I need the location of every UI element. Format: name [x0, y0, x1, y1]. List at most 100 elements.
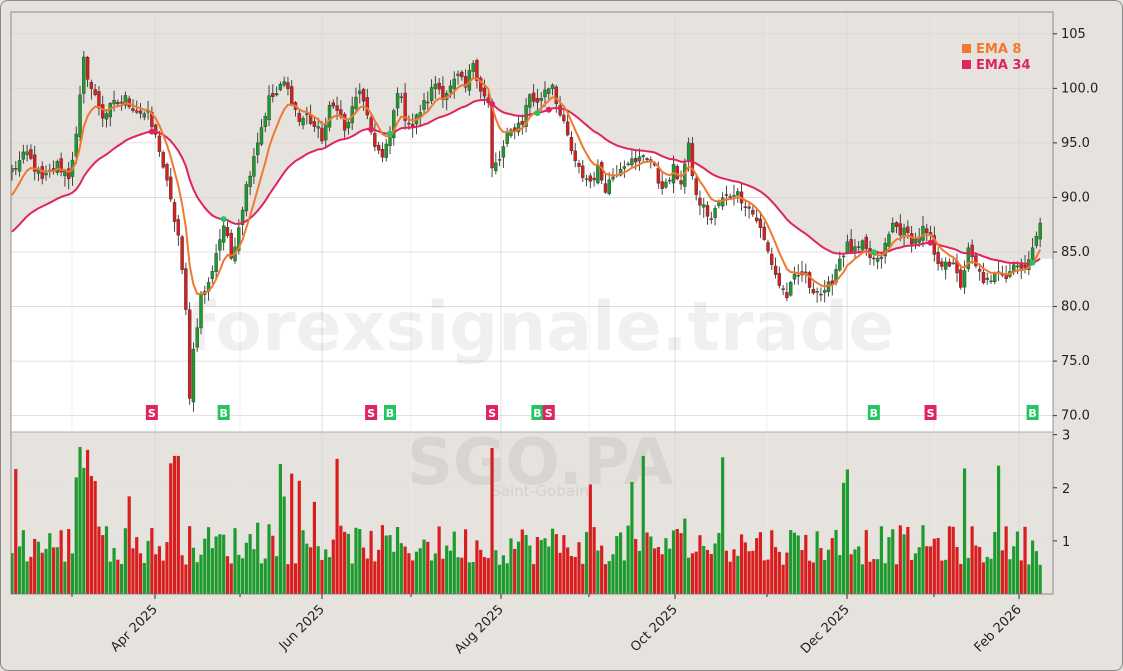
volume-bar [259, 563, 264, 594]
legend-swatch [962, 44, 971, 53]
volume-bar [528, 545, 532, 594]
candle-body [169, 176, 173, 200]
volume-bar [785, 552, 789, 594]
volume-bar [350, 563, 354, 594]
volume-bar [36, 541, 41, 594]
volume-bar [157, 546, 162, 594]
x-tick-label: Apr 2025 [108, 602, 161, 655]
candle-body [278, 83, 283, 91]
candle-body [252, 156, 256, 177]
x-tick-label: Aug 2025 [452, 602, 507, 657]
candle-body [448, 85, 453, 93]
candle-body [497, 159, 502, 161]
volume-bar [240, 558, 245, 594]
candle-body [959, 269, 963, 288]
volume-bar [671, 530, 676, 594]
price-tick-label: 75.0 [1061, 354, 1090, 369]
volume-bar [29, 556, 33, 594]
sell-signal-label: S [367, 407, 375, 420]
candle-body [282, 81, 286, 86]
volume-bar [286, 564, 290, 594]
candle-body [101, 104, 105, 119]
volume-bar [845, 469, 849, 594]
volume-bar [800, 550, 804, 594]
candle-body [645, 158, 649, 161]
candle-body [705, 205, 710, 217]
candle-body [909, 233, 914, 245]
volume-bar [978, 546, 982, 594]
ticker-watermark: SGO.PA [407, 426, 674, 500]
candle-body [463, 76, 468, 88]
candle-body [78, 94, 82, 138]
x-tick-label: Jun 2025 [276, 602, 328, 654]
volume-bar [807, 560, 812, 594]
candle-body [17, 160, 22, 172]
candle-body [161, 152, 165, 168]
volume-bar [123, 528, 127, 594]
volume-bar [645, 532, 649, 594]
price-tick-label: 100.0 [1061, 81, 1098, 96]
volume-bar [422, 539, 426, 594]
volume-bar [184, 564, 188, 594]
candle-body [55, 161, 60, 173]
candle-body [376, 144, 381, 151]
candle-body [841, 255, 846, 258]
candle-body [153, 124, 158, 135]
candle-body [932, 235, 937, 255]
buy-signal-label: B [870, 407, 878, 420]
sell-signal-badge [486, 405, 499, 420]
candle-body [297, 112, 301, 122]
candle-body [717, 202, 721, 206]
volume-bar [970, 526, 974, 594]
candle-body [361, 88, 366, 102]
candle-body [660, 181, 664, 189]
candle-body [686, 142, 691, 162]
volume-bar [377, 549, 381, 594]
volume-bar [981, 562, 986, 594]
candle-body [951, 262, 955, 265]
candle-body [872, 257, 876, 260]
volume-bar [966, 557, 970, 594]
volume-bar [792, 532, 797, 594]
price-tick-label: 70.0 [1061, 409, 1090, 424]
volume-bar [996, 465, 1001, 594]
volume-bar [925, 546, 929, 594]
volume-bar [51, 547, 56, 594]
volume-bar [830, 538, 834, 594]
volume-bar [203, 538, 207, 594]
candle-body [925, 228, 929, 234]
candle-body [573, 150, 577, 162]
buy-signal-dot [534, 110, 541, 117]
volume-bar [906, 526, 910, 594]
volume-bar [172, 455, 177, 594]
candle-body [187, 309, 192, 399]
candle-body [240, 209, 245, 225]
volume-bar [460, 557, 464, 594]
candle-body [316, 126, 320, 129]
candle-body [104, 113, 109, 120]
sell-signal-badge [924, 405, 937, 420]
candle-body [354, 96, 358, 109]
volume-bar [331, 539, 335, 594]
volume-bar [138, 553, 143, 594]
volume-bar [985, 556, 989, 594]
volume-bar [724, 550, 729, 594]
candle-body [792, 273, 797, 280]
buy-signal-label: B [219, 407, 227, 420]
candle-body [399, 96, 404, 98]
candle-body [690, 143, 695, 177]
volume-bar [736, 555, 740, 594]
volume-bar [17, 546, 22, 594]
volume-bar [751, 550, 755, 594]
volume-bar [910, 559, 914, 594]
volume-bar [607, 561, 611, 594]
candle-body [838, 258, 842, 271]
volume-bar [1023, 526, 1027, 594]
volume-bar [411, 560, 415, 594]
candle-body [811, 289, 816, 294]
buy-signal-dot [870, 249, 877, 256]
volume-bar [842, 482, 846, 594]
volume-bar [520, 529, 524, 594]
volume-bar [683, 518, 687, 594]
candle-body [528, 94, 532, 108]
